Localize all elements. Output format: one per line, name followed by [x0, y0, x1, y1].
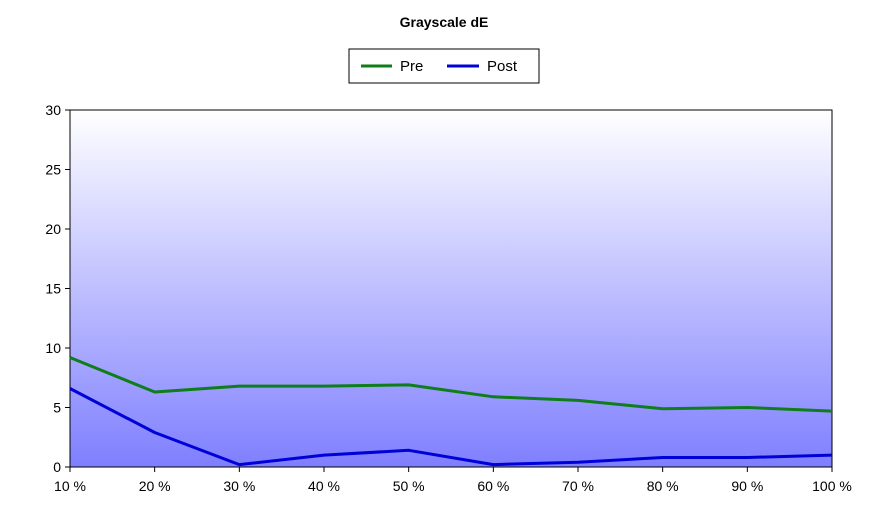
x-tick-label: 30 %: [223, 478, 255, 494]
legend-label-post: Post: [487, 58, 518, 75]
y-tick-label: 25: [45, 162, 61, 178]
y-tick-label: 30: [45, 102, 61, 118]
chart-title: Grayscale dE: [400, 14, 489, 30]
x-tick-label: 40 %: [308, 478, 340, 494]
y-tick-label: 5: [53, 400, 61, 416]
y-tick-label: 10: [45, 340, 61, 356]
x-tick-label: 70 %: [562, 478, 594, 494]
x-tick-label: 10 %: [54, 478, 86, 494]
legend-label-pre: Pre: [400, 58, 423, 75]
y-tick-label: 0: [53, 459, 61, 475]
axes: 0 5 10 15 20 25 30 10 % 20 % 30 % 40 % 50 % 60 % 70 %…: [45, 102, 851, 494]
x-tick-label: 90 %: [731, 478, 763, 494]
series-layer: [69, 356, 833, 467]
legend: Pre Post: [348, 48, 540, 84]
series-line-pre: [69, 356, 833, 413]
y-tick-label: 20: [45, 221, 61, 237]
series-line-post: [69, 387, 833, 467]
x-tick-label: 50 %: [393, 478, 425, 494]
y-tick-label: 15: [45, 281, 61, 297]
x-tick-label: 80 %: [647, 478, 679, 494]
x-tick-label: 20 %: [139, 478, 171, 494]
x-tick-label: 60 %: [477, 478, 509, 494]
plot-area: [69, 109, 833, 468]
x-tick-label: 100 %: [812, 478, 852, 494]
